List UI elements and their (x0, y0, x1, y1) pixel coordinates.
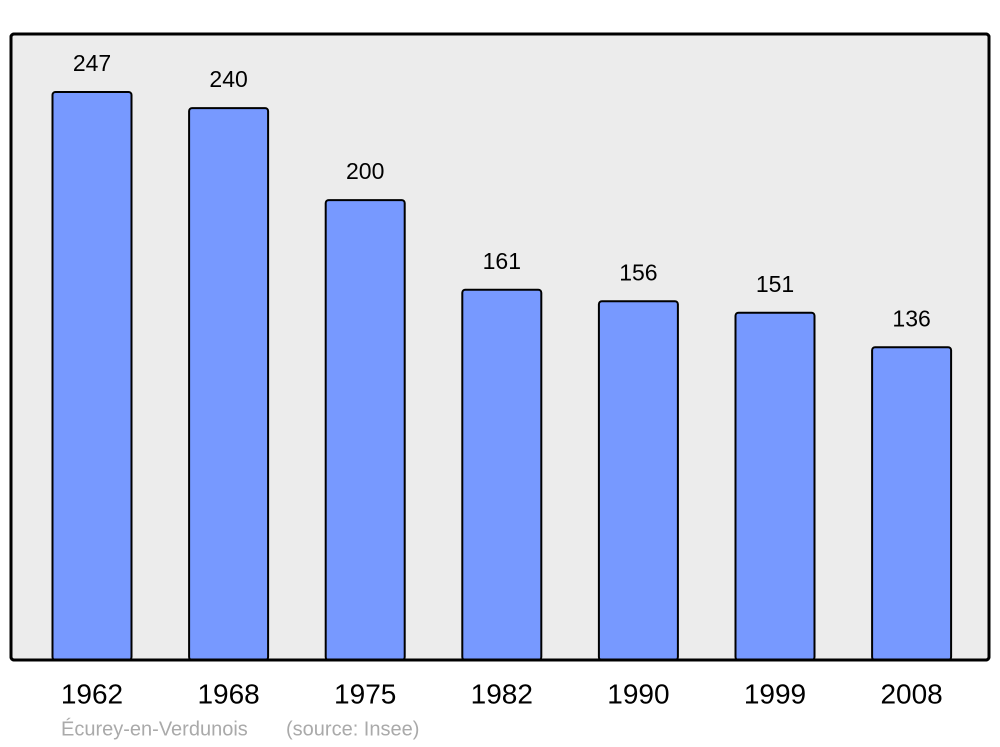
bar (51, 91, 133, 661)
source: (source: Insee) (286, 718, 419, 740)
value-label: 156 (619, 259, 657, 285)
x-tick-label: 1990 (607, 678, 669, 709)
value-label: 240 (209, 66, 247, 92)
bar (188, 107, 270, 661)
value-label: 161 (483, 248, 521, 274)
bar (871, 346, 953, 661)
bar (324, 199, 406, 662)
value-label: 247 (73, 50, 111, 76)
caption: Écurey-en-Verdunois (61, 717, 248, 740)
value-label: 151 (756, 271, 794, 297)
plot-border (9, 32, 991, 662)
bar (597, 300, 679, 661)
value-label: 136 (892, 305, 930, 331)
bar (461, 288, 543, 661)
x-tick-label: 2008 (880, 678, 942, 709)
x-tick-label: 1962 (61, 678, 123, 709)
bar (734, 311, 816, 661)
x-tick-label: 1982 (471, 678, 533, 709)
x-tick-label: 1968 (197, 678, 259, 709)
x-tick-label: 1975 (334, 678, 396, 709)
x-tick-label: 1999 (744, 678, 806, 709)
value-label: 200 (346, 158, 384, 184)
